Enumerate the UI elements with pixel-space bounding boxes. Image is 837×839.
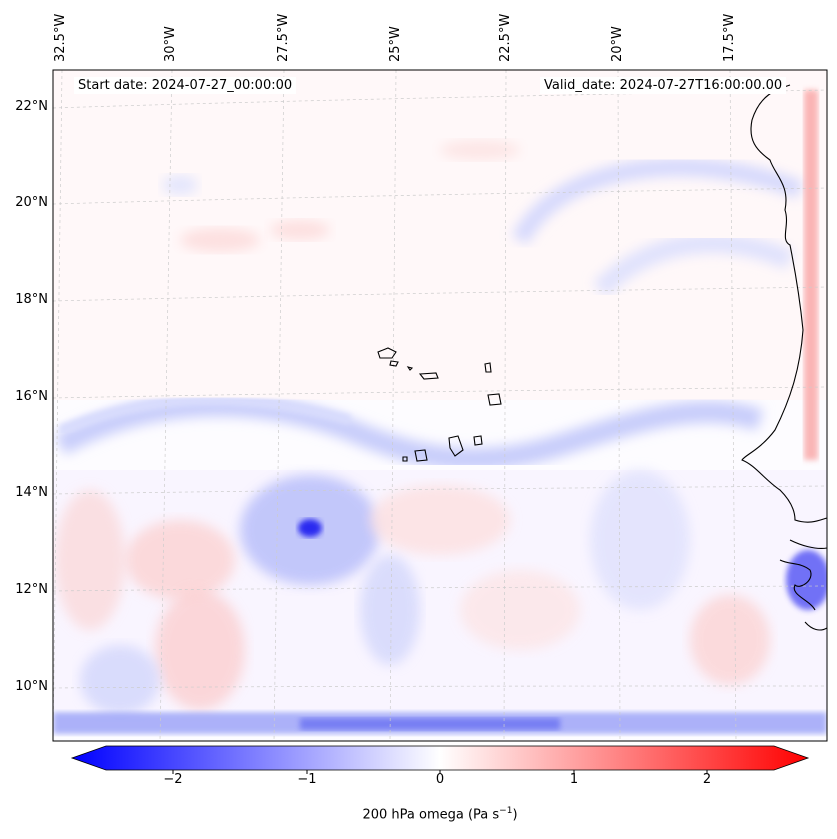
colorbar-tick-label: 0 (435, 772, 445, 787)
colorbar-label-close: ) (512, 807, 518, 823)
lat-label-16n: 16°N (15, 389, 48, 404)
lon-label-32-5w: 32.5°W (53, 13, 68, 62)
islands (377, 347, 502, 462)
lat-label-10n: 10°N (15, 679, 48, 694)
lat-label-22n: 22°N (15, 99, 48, 114)
colorbar-tick-label: −1 (297, 772, 317, 787)
lon-label-22-5w: 22.5°W (498, 13, 513, 62)
lon-label-27-5w: 27.5°W (276, 13, 291, 62)
colorbar-label-text: 200 hPa omega (Pa s (362, 807, 500, 823)
start-date-text: Start date: 2024-07-27_00:00:00 (74, 77, 297, 94)
valid-date-text: Valid_date: 2024-07-27T16:00:00.00 (540, 77, 787, 94)
lat-label-12n: 12°N (15, 582, 48, 597)
colorbar (70, 745, 810, 774)
lat-label-18n: 18°N (15, 292, 48, 307)
colorbar-tick-label: 2 (702, 772, 712, 787)
colorbar-tick-label: −2 (163, 772, 183, 787)
lon-label-30w: 30°W (163, 26, 178, 62)
colorbar-tick-label: 1 (569, 772, 579, 787)
lon-label-20w: 20°W (610, 26, 625, 62)
lat-label-20n: 20°N (15, 195, 48, 210)
colorbar-label: 200 hPa omega (Pa s−1) (362, 806, 517, 822)
colorbar-label-exponent: −1 (499, 806, 513, 816)
coastline (741, 84, 828, 631)
omega-field (53, 70, 827, 734)
lat-label-14n: 14°N (15, 485, 48, 500)
lon-label-25w: 25°W (388, 26, 403, 62)
map-frame (52, 69, 828, 742)
lon-label-17-5w: 17.5°W (722, 13, 737, 62)
